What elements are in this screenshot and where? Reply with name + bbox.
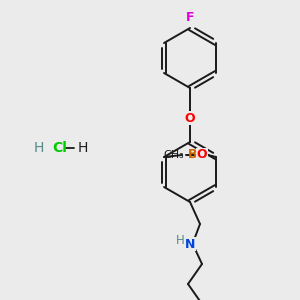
- Text: CH₃: CH₃: [163, 150, 184, 160]
- Text: O: O: [185, 112, 195, 124]
- Text: Cl: Cl: [52, 141, 67, 155]
- Text: H: H: [176, 233, 184, 247]
- Text: Br: Br: [188, 148, 204, 161]
- Text: F: F: [186, 11, 194, 24]
- Text: H: H: [34, 141, 44, 155]
- Text: H: H: [78, 141, 88, 155]
- Text: N: N: [185, 238, 195, 250]
- Text: O: O: [197, 148, 207, 161]
